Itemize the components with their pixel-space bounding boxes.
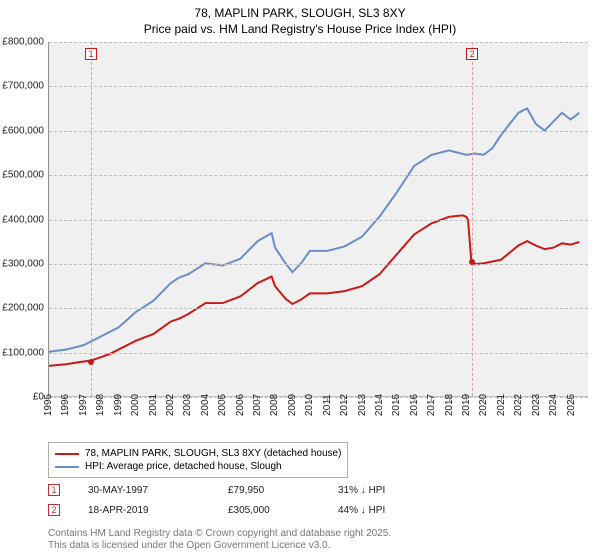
footnote: Contains HM Land Registry data © Crown c… (48, 528, 391, 552)
table-row: 2 18-APR-2019£305,00044% ↓ HPI (48, 500, 458, 520)
gridline-h (49, 131, 588, 132)
x-tick (396, 397, 397, 401)
y-tick-label: £500,000 (0, 170, 44, 181)
tx-cell-delta: 44% ↓ HPI (338, 505, 458, 516)
x-tick (344, 397, 345, 401)
transaction-marker-line (91, 42, 92, 396)
x-tick (100, 397, 101, 401)
x-tick (414, 397, 415, 401)
x-tick (240, 397, 241, 401)
y-tick-label: £100,000 (0, 347, 44, 358)
footnote-line2: This data is licensed under the Open Gov… (48, 540, 391, 552)
transaction-marker-box: 1 (85, 48, 97, 60)
x-tick (431, 397, 432, 401)
transaction-marker-line (472, 42, 473, 396)
title-line1: 78, MAPLIN PARK, SLOUGH, SL3 8XY (0, 6, 600, 22)
x-tick (65, 397, 66, 401)
tx-cell-num: 1 (48, 484, 88, 496)
legend-swatch (55, 466, 79, 468)
gridline-h (49, 42, 588, 43)
x-tick (170, 397, 171, 401)
x-tick (536, 397, 537, 401)
transaction-number-badge: 1 (48, 484, 60, 496)
x-tick (362, 397, 363, 401)
tx-cell-price: £305,000 (228, 505, 338, 516)
y-tick-label: £700,000 (0, 81, 44, 92)
legend-swatch (55, 453, 79, 455)
gridline-h (49, 264, 588, 265)
x-tick (48, 397, 49, 401)
x-tick (327, 397, 328, 401)
x-tick (292, 397, 293, 401)
y-tick-label: £400,000 (0, 214, 44, 225)
tx-cell-date: 18-APR-2019 (88, 505, 228, 516)
transaction-marker-box: 2 (466, 48, 478, 60)
gridline-h (49, 220, 588, 221)
x-tick (153, 397, 154, 401)
gridline-h (49, 308, 588, 309)
x-tick (309, 397, 310, 401)
y-tick-label: £300,000 (0, 258, 44, 269)
x-tick (205, 397, 206, 401)
x-tick (449, 397, 450, 401)
x-tick (501, 397, 502, 401)
chart-plot-area: 12 (48, 42, 588, 397)
y-tick-label: £0 (0, 392, 44, 403)
transaction-number-badge: 2 (48, 504, 60, 516)
footnote-line1: Contains HM Land Registry data © Crown c… (48, 528, 391, 540)
x-tick (135, 397, 136, 401)
gridline-h (49, 86, 588, 87)
x-tick (518, 397, 519, 401)
gridline-h (49, 353, 588, 354)
legend-row: HPI: Average price, detached house, Slou… (55, 460, 341, 473)
gridline-h (49, 175, 588, 176)
x-tick (483, 397, 484, 401)
y-tick-label: £200,000 (0, 303, 44, 314)
x-tick (83, 397, 84, 401)
transaction-marker-dot (469, 259, 475, 265)
x-tick (274, 397, 275, 401)
legend-label: HPI: Average price, detached house, Slou… (85, 461, 282, 472)
x-tick (222, 397, 223, 401)
transaction-marker-dot (88, 359, 94, 365)
transactions-table: 1 30-MAY-1997£79,95031% ↓ HPI 2 18-APR-2019… (48, 480, 458, 520)
legend-label: 78, MAPLIN PARK, SLOUGH, SL3 8XY (detach… (85, 448, 341, 459)
x-tick (553, 397, 554, 401)
series-line-hpi (49, 108, 579, 351)
title-line2: Price paid vs. HM Land Registry's House … (0, 22, 600, 38)
series-line-price_paid (49, 215, 579, 365)
chart-title: 78, MAPLIN PARK, SLOUGH, SL3 8XY Price p… (0, 0, 600, 37)
x-tick (571, 397, 572, 401)
tx-cell-num: 2 (48, 504, 88, 516)
x-tick (466, 397, 467, 401)
x-tick (379, 397, 380, 401)
tx-cell-delta: 31% ↓ HPI (338, 485, 458, 496)
y-tick-label: £600,000 (0, 125, 44, 136)
tx-cell-price: £79,950 (228, 485, 338, 496)
legend-row: 78, MAPLIN PARK, SLOUGH, SL3 8XY (detach… (55, 447, 341, 460)
chart-legend: 78, MAPLIN PARK, SLOUGH, SL3 8XY (detach… (48, 442, 348, 478)
x-tick (118, 397, 119, 401)
table-row: 1 30-MAY-1997£79,95031% ↓ HPI (48, 480, 458, 500)
tx-cell-date: 30-MAY-1997 (88, 485, 228, 496)
x-tick (187, 397, 188, 401)
x-tick (257, 397, 258, 401)
y-tick-label: £800,000 (0, 37, 44, 48)
